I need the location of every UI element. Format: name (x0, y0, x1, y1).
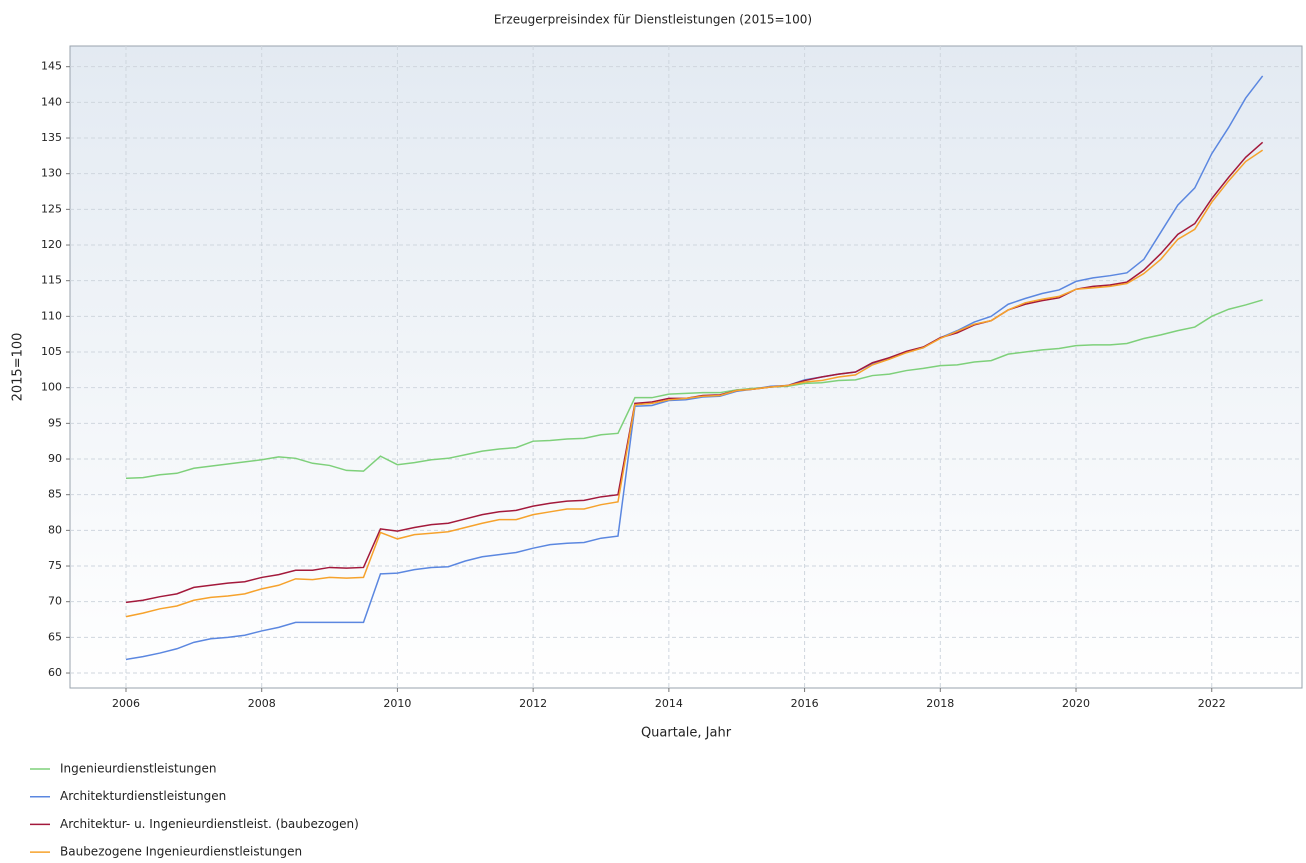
y-axis-label: 2015=100 (11, 333, 26, 402)
y-tick-label: 100 (41, 381, 62, 394)
y-tick-label: 145 (41, 60, 62, 73)
y-tick-label: 65 (48, 630, 62, 643)
x-tick-label: 2018 (926, 697, 954, 710)
x-tick-label: 2006 (112, 697, 140, 710)
legend-label: Architekturdienstleistungen (60, 789, 226, 803)
y-tick-label: 80 (48, 523, 62, 536)
y-tick-label: 135 (41, 131, 62, 144)
plot-area (69, 45, 1303, 689)
line-series (125, 75, 1264, 661)
line-series (125, 299, 1263, 480)
y-tick-label: 115 (41, 274, 62, 287)
x-tick-label: 2008 (248, 697, 276, 710)
x-axis-label: Quartale, Jahr (641, 726, 732, 741)
legend-label: Ingenieurdienstleistungen (60, 762, 217, 776)
line-series (125, 149, 1264, 618)
y-tick-label: 140 (41, 95, 62, 108)
x-tick-label: 2022 (1198, 697, 1226, 710)
x-tick-label: 2020 (1062, 697, 1090, 710)
chart-title: Erzeugerpreisindex für Dienstleistungen … (494, 13, 812, 27)
y-tick-label: 70 (48, 595, 62, 608)
x-tick-label: 2010 (383, 697, 411, 710)
y-tick-label: 85 (48, 488, 62, 501)
y-tick-label: 120 (41, 238, 62, 251)
legend-label: Architektur- u. Ingenieurdienstleist. (b… (60, 817, 359, 831)
x-tick-label: 2014 (655, 697, 683, 710)
y-tick-label: 90 (48, 452, 62, 465)
x-tick-label: 2016 (791, 697, 819, 710)
y-tick-label: 60 (48, 666, 62, 679)
y-tick-label: 75 (48, 559, 62, 572)
y-tick-label: 95 (48, 416, 62, 429)
x-tick-label: 2012 (519, 697, 547, 710)
y-tick-label: 130 (41, 167, 62, 180)
y-tick-label: 125 (41, 202, 62, 215)
y-tick-label: 105 (41, 345, 62, 358)
y-tick-label: 110 (41, 309, 62, 322)
legend-label: Baubezogene Ingenieurdienstleistungen (60, 845, 302, 859)
